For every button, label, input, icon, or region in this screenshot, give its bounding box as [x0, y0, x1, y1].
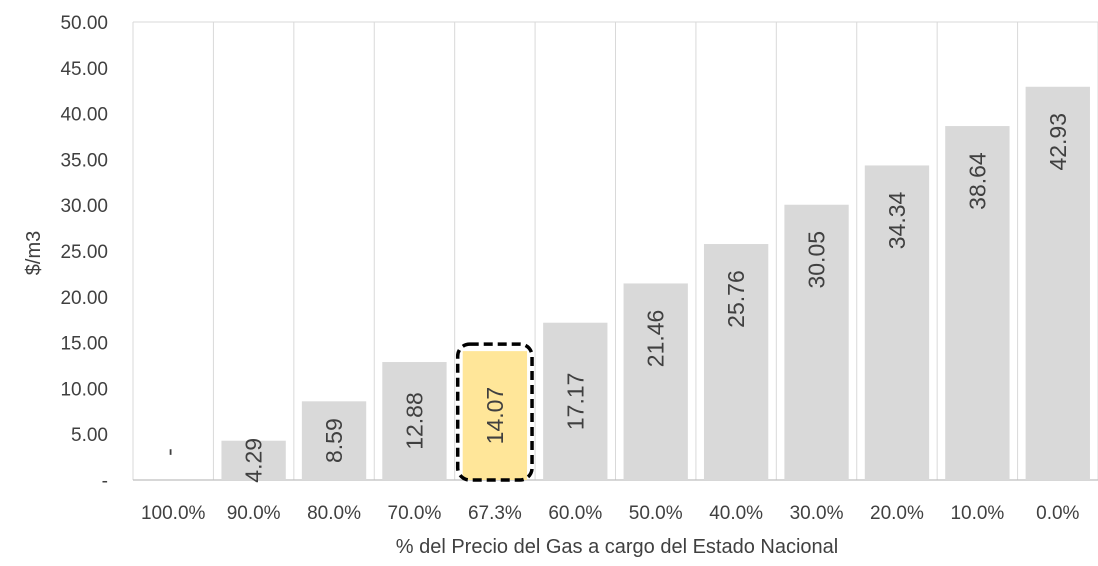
bar	[301, 401, 367, 480]
y-tick-label: 25.00	[60, 242, 108, 263]
data-label: -	[156, 448, 182, 456]
x-tick-label: 80.0%	[307, 503, 361, 524]
y-tick-label: 35.00	[60, 150, 108, 171]
data-label: 21.46	[643, 310, 669, 368]
bar	[945, 126, 1010, 480]
data-labels: - 4.29 8.59 12.88 14.07 17.17 21.46 25.76 30.05 3…	[156, 113, 1071, 483]
y-tick-label: 45.00	[60, 59, 108, 80]
gridlines	[132, 21, 1098, 481]
y-axis-title: $/m3	[23, 231, 45, 275]
x-tick-label: 100.0%	[141, 503, 206, 524]
data-label: 38.64	[964, 152, 990, 210]
y-tick-label: 30.00	[60, 196, 108, 217]
y-tick-label: 5.00	[71, 425, 108, 446]
x-axis-ticks: 100.0% 90.0% 80.0% 70.0% 67.3% 60.0% 50.0% 40.0…	[141, 503, 1080, 524]
bar-highlighted	[462, 351, 528, 480]
bar	[784, 204, 849, 480]
bar	[382, 362, 447, 480]
y-tick-label: 40.00	[60, 105, 108, 126]
x-axis-title: % del Precio del Gas a cargo del Estado …	[396, 536, 838, 558]
bars	[221, 86, 1090, 482]
y-tick-label: 10.00	[60, 379, 108, 400]
data-label: 25.76	[723, 270, 749, 328]
x-tick-label: 50.0%	[629, 503, 683, 524]
bar	[543, 322, 608, 480]
x-tick-label: 0.0%	[1036, 503, 1079, 524]
highlight-dashed-outline	[455, 342, 534, 482]
data-label: 42.93	[1045, 113, 1071, 171]
data-label: 4.29	[241, 438, 267, 483]
data-label: 8.59	[321, 418, 347, 463]
x-tick-label: 60.0%	[548, 503, 602, 524]
x-tick-label: 30.0%	[790, 503, 844, 524]
y-axis-ticks: - 5.00 10.00 15.00 20.00 25.00 30.00 35.00 40.00…	[60, 13, 108, 492]
y-tick-label: 15.00	[60, 334, 108, 355]
data-label: 17.17	[562, 373, 588, 431]
bar	[623, 283, 688, 480]
bar	[703, 244, 769, 480]
y-tick-label: -	[102, 471, 108, 492]
data-label: 30.05	[804, 231, 830, 289]
data-label: 12.88	[401, 392, 427, 450]
x-tick-label: 40.0%	[709, 503, 763, 524]
bar	[864, 165, 930, 480]
bar	[221, 440, 286, 480]
y-tick-label: 50.00	[60, 13, 108, 34]
x-tick-label: 10.0%	[950, 503, 1004, 524]
y-tick-label: 20.00	[60, 288, 108, 309]
x-tick-label: 70.0%	[388, 503, 442, 524]
x-tick-label: 67.3%	[468, 503, 522, 524]
x-tick-label: 20.0%	[870, 503, 924, 524]
x-tick-label: 90.0%	[227, 503, 281, 524]
data-label: 34.34	[884, 191, 910, 249]
data-label: 14.07	[482, 387, 508, 445]
bar	[1025, 86, 1090, 480]
